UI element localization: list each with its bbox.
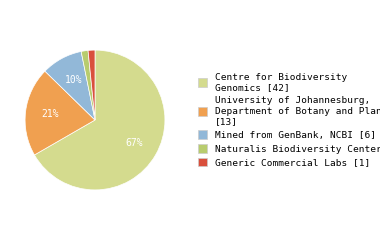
Wedge shape bbox=[81, 50, 95, 120]
Wedge shape bbox=[25, 71, 95, 155]
Text: 21%: 21% bbox=[41, 109, 59, 119]
Text: 67%: 67% bbox=[125, 138, 143, 148]
Wedge shape bbox=[35, 50, 165, 190]
Legend: Centre for Biodiversity
Genomics [42], University of Johannesburg,
Department of: Centre for Biodiversity Genomics [42], U… bbox=[196, 71, 380, 169]
Text: 10%: 10% bbox=[65, 75, 82, 85]
Wedge shape bbox=[88, 50, 95, 120]
Wedge shape bbox=[45, 51, 95, 120]
